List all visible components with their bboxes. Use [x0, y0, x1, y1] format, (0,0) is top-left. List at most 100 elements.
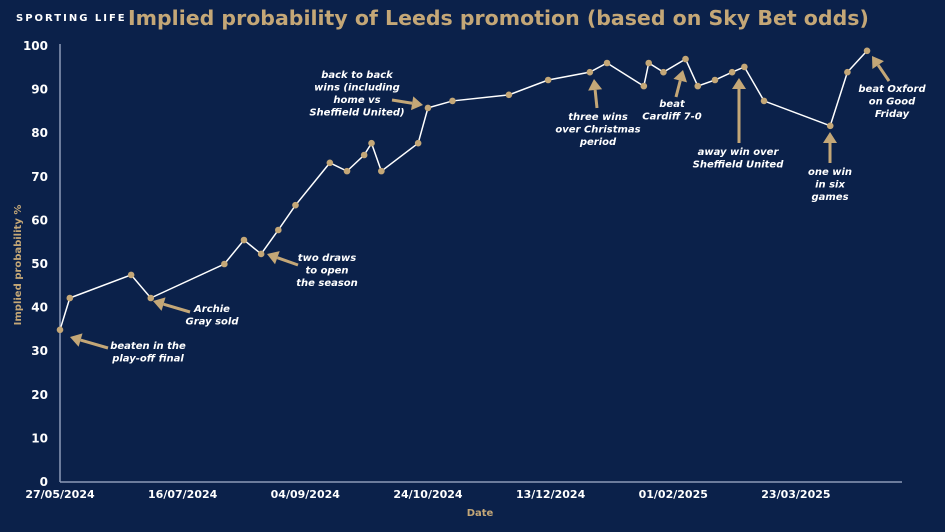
annotation-text: Archie: [193, 304, 230, 315]
arrow-head-icon: [732, 78, 746, 89]
data-point: [326, 159, 334, 167]
data-point: [360, 151, 368, 159]
annotation-text: beat: [659, 99, 686, 110]
annotation-text: beaten in the: [110, 341, 186, 352]
data-point: [127, 271, 135, 279]
data-point: [505, 91, 513, 99]
data-point: [826, 122, 834, 130]
x-tick-label: 13/12/2024: [516, 488, 586, 501]
chart-title: Implied probability of Leeds promotion (…: [128, 6, 869, 30]
annotation-arrow-shaft: [391, 98, 413, 105]
y-tick-label: 90: [31, 83, 48, 97]
data-point: [682, 55, 689, 63]
data-point: [275, 226, 282, 234]
arrow-head-icon: [153, 297, 166, 311]
x-axis-label: Date: [467, 508, 494, 519]
data-point: [424, 104, 432, 112]
x-tick-label: 04/09/2024: [271, 488, 341, 501]
annotation-text: period: [579, 137, 617, 148]
annotation-text: three wins: [568, 112, 628, 123]
data-point: [741, 63, 748, 71]
arrow-head-icon: [411, 96, 423, 111]
data-point: [844, 68, 851, 76]
arrow-head-icon: [588, 79, 603, 91]
annotation-text: wins (including: [314, 83, 400, 94]
annotation-text: Friday: [875, 109, 910, 120]
data-point: [863, 47, 871, 55]
y-tick-label: 70: [31, 170, 48, 184]
data-point: [660, 68, 667, 76]
annotation-arrow-shaft: [674, 80, 682, 98]
series-line: [59, 50, 868, 331]
data-point: [586, 68, 594, 76]
arrow-head-icon: [872, 56, 884, 70]
annotation-arrow-shaft: [876, 64, 891, 82]
y-tick-label: 100: [23, 39, 48, 53]
sporting-life-logo: SPORTING LIFE: [16, 13, 127, 24]
annotation-text: Gray sold: [186, 317, 240, 328]
annotation: Archie Gray sold: [186, 304, 240, 328]
annotation-text: Sheffield United): [309, 108, 404, 119]
y-axis-label: Implied probability %: [13, 205, 24, 326]
data-point: [449, 97, 456, 105]
data-point: [544, 76, 552, 84]
annotation-text: Sheffield United: [693, 160, 785, 171]
annotation-text: play-off final: [111, 354, 184, 365]
annotation: beaten in the play-off final: [110, 341, 186, 365]
x-tick-label: 16/07/2024: [148, 488, 218, 501]
data-point: [257, 250, 265, 258]
y-tick-label: 60: [31, 213, 48, 227]
annotation-text: games: [811, 192, 848, 203]
annotation-text: on Good: [869, 97, 916, 108]
annotation-text: beat Oxford: [858, 84, 926, 95]
annotation-text: in six: [815, 180, 845, 191]
data-point: [368, 139, 375, 147]
y-tick-label: 10: [31, 431, 48, 445]
data-point: [414, 139, 422, 147]
data-point: [378, 167, 385, 175]
y-tick-label: 80: [31, 126, 48, 140]
y-tick-label: 50: [31, 257, 48, 271]
data-point: [343, 167, 351, 175]
annotation-text: to open: [305, 266, 348, 277]
y-tick-label: 40: [31, 301, 48, 315]
annotation-text: one win: [808, 167, 852, 178]
annotation-arrow-shaft: [593, 89, 599, 109]
arrow-head-icon: [267, 251, 280, 265]
data-point: [292, 201, 299, 209]
arrow-head-icon: [673, 70, 688, 83]
x-tick-label: 27/05/2024: [25, 488, 95, 501]
x-tick-label: 23/03/2025: [761, 488, 830, 501]
annotation-text: back to back: [321, 70, 394, 81]
data-point: [711, 76, 719, 84]
data-point: [66, 294, 74, 302]
annotation-text: over Christmas: [555, 125, 640, 136]
data-point: [640, 82, 648, 90]
annotation-arrow-shaft: [80, 338, 109, 350]
data-point: [728, 68, 736, 76]
arrow-head-icon: [823, 132, 837, 143]
annotation-text: two draws: [298, 253, 356, 264]
annotation-text: away win over: [698, 147, 780, 158]
data-point: [240, 236, 248, 244]
arrow-head-icon: [70, 333, 83, 347]
data-point: [645, 59, 653, 67]
data-point: [694, 82, 702, 90]
y-tick-label: 0: [40, 475, 48, 489]
y-tick-label: 20: [31, 388, 48, 402]
annotation: beat Cardiff 7-0: [642, 99, 702, 123]
annotation-text: the season: [296, 278, 358, 289]
x-tick-label: 24/10/2024: [393, 488, 463, 501]
annotation-text: home vs: [333, 95, 380, 106]
annotation: away win over Sheffield United: [693, 147, 785, 171]
y-tick-label: 30: [31, 344, 48, 358]
data-point: [760, 97, 768, 105]
annotation-text: Cardiff 7-0: [642, 112, 702, 123]
annotation-arrow-shaft: [163, 302, 191, 314]
